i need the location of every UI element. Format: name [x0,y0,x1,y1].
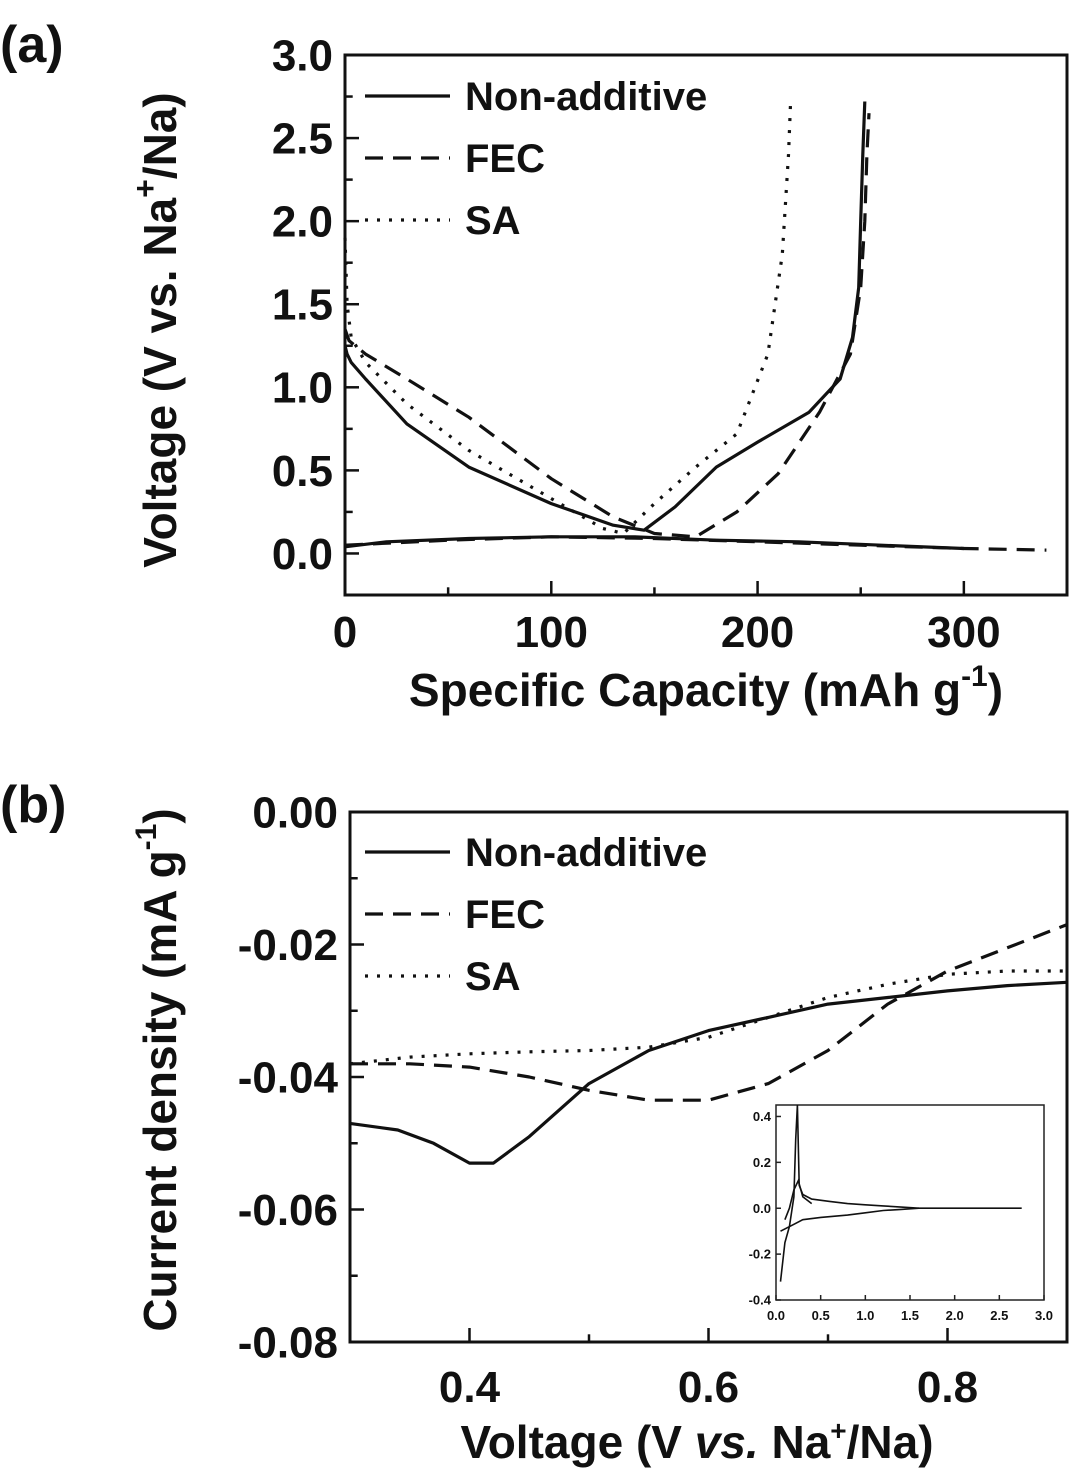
panel-b-x-ticks: 0.4 0.6 0.8 [439,1328,978,1412]
series-fec-1 [350,923,1068,1102]
inset-plot-frame [775,1104,1045,1301]
x-tick-label: 2.0 [946,1308,964,1323]
panel-a-series [343,101,1047,552]
y-tick-label: 3.0 [272,31,333,80]
y-tick-label: 0.5 [272,447,333,496]
x-tick-label: 300 [927,608,1000,657]
y-tick-label: 0.4 [753,1109,772,1124]
panel-b-inset: 0.0 0.5 1.0 1.5 2.0 2.5 3.0 -0.4 -0.2 0.0 0.2 0.4 [749,1104,1053,1323]
panel-b-x-axis-label: Voltage (V vs. Na+/Na) [460,1415,933,1468]
y-tick-label: -0.02 [238,921,338,970]
y-tick-label: -0.04 [238,1053,339,1102]
legend-a-fec-label: FEC [465,137,545,181]
x-tick-label: 2.5 [990,1308,1008,1323]
panel-b-label: (b) [0,776,66,834]
panel-a-y-axis-label: Voltage (V vs. Na+/Na) [127,92,186,567]
x-tick-label: 200 [721,608,794,657]
series-2 [784,1178,813,1220]
y-tick-label: -0.08 [238,1318,338,1367]
y-tick-label: -0.2 [749,1247,771,1262]
x-tick-label: 100 [515,608,588,657]
legend-b-nonadditive-label: Non-additive [465,831,707,875]
x-tick-label: 0.4 [439,1363,501,1412]
series-1 [780,1207,919,1232]
series-non-additive-0 [349,980,1068,1165]
x-tick-label: 0.5 [812,1308,830,1323]
panel-b-plot-frame [348,810,1069,1344]
x-tick-label: 0.0 [767,1308,785,1323]
panel-b-y-ticks: -0.08 -0.06 -0.04 -0.02 0.00 [238,788,364,1367]
y-tick-label: 1.0 [272,364,333,413]
y-tick-label: 2.0 [272,198,333,247]
panel-a-x-ticks: 0 100 200 300 [333,581,1001,657]
series-sa-4 [343,101,793,536]
panel-b-series [349,923,1068,1165]
series-non-additive-0 [343,101,867,532]
panel-a-legend: Non-additive FEC SA [365,75,707,243]
panel-a-y-ticks: 0.0 0.5 1.0 1.5 2.0 2.5 3.0 [272,31,359,579]
legend-a-nonadditive-label: Non-additive [465,75,707,119]
y-tick-label: -0.4 [749,1293,772,1308]
y-tick-label: 0.0 [272,530,333,579]
panel-b-y-axis-label: Current density (mA g-1) [130,808,186,1331]
panel-a-label: (a) [0,16,64,74]
y-tick-label: 0.00 [252,788,338,837]
x-tick-label: 0.6 [678,1363,739,1412]
legend-a-sa-label: SA [465,199,521,243]
panel-b-legend: Non-additive FEC SA [365,831,707,999]
series-fec-3 [344,535,1047,552]
series-fec-2 [343,113,871,539]
y-tick-label: 2.5 [272,114,333,163]
series-0 [779,1104,1022,1282]
legend-b-sa-label: SA [465,955,521,999]
panel-b: (b) 0.4 0.6 0.8 -0.08 -0.06 -0.04 -0.02 0.00 N… [0,776,1069,1468]
y-tick-label: 0.2 [753,1155,771,1170]
y-tick-label: 0.0 [753,1201,771,1216]
x-tick-label: 1.5 [901,1308,919,1323]
inset-series [779,1104,1022,1282]
y-tick-label: -0.06 [238,1186,338,1235]
legend-b-fec-label: FEC [465,893,545,937]
y-tick-label: 1.5 [272,281,333,330]
x-tick-label: 0 [333,608,357,657]
series-sa-2 [349,969,1067,1066]
panel-a-x-axis-label: Specific Capacity (mAh g-1) [409,660,1003,716]
x-tick-label: 1.0 [856,1308,874,1323]
x-tick-label: 3.0 [1035,1308,1053,1323]
inset-y-ticks: -0.4 -0.2 0.0 0.2 0.4 [749,1109,781,1308]
inset-x-ticks: 0.0 0.5 1.0 1.5 2.0 2.5 3.0 [767,1295,1053,1323]
panel-a: (a) 0 100 200 300 0.0 0.5 1.0 1.5 2.0 2.5 3.0 Non… [0,16,1069,716]
x-tick-label: 0.8 [917,1363,978,1412]
panel-a-plot-frame [343,53,1069,597]
